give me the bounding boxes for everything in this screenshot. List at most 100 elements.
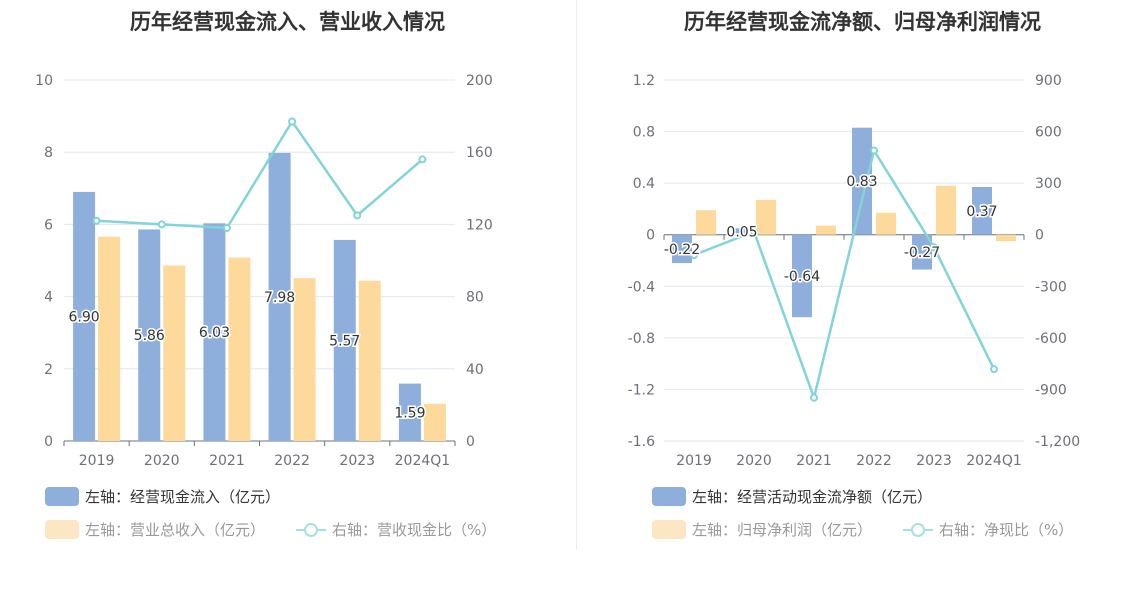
left-axis-tick-label: 4 xyxy=(44,290,53,306)
legend-label: 左轴：经营现金流入（亿元） xyxy=(85,488,281,506)
x-axis-tick-label: 2023 xyxy=(339,453,375,469)
x-axis-tick-label: 2023 xyxy=(916,453,952,469)
line-point xyxy=(418,155,427,164)
chart-title: 历年经营现金流净额、归母净利润情况 xyxy=(684,10,1041,34)
bar-data-label: -0.27 xyxy=(904,245,940,261)
x-axis-tick-label: 2020 xyxy=(736,453,772,469)
right-axis-tick-label: -1,200 xyxy=(1035,434,1080,450)
bar-data-label: 6.03 xyxy=(199,325,230,341)
bar-data-label: 0.83 xyxy=(846,174,877,190)
right-axis-tick-label: -600 xyxy=(1035,331,1067,347)
line-point xyxy=(810,393,818,402)
bar xyxy=(672,234,692,264)
legend-item-net-profit[interactable]: 左轴：归母净利润（亿元） xyxy=(652,519,872,540)
left-axis-tick-label: -1.2 xyxy=(628,382,655,398)
right-axis-tick-label: 120 xyxy=(466,217,493,233)
panel-divider xyxy=(576,0,577,550)
line-point xyxy=(288,117,297,126)
bar-data-label: -0.22 xyxy=(664,242,700,258)
bar xyxy=(756,199,776,235)
line-point xyxy=(870,146,878,155)
legend-label: 右轴：营收现金比（%） xyxy=(332,521,497,539)
bar xyxy=(696,210,716,235)
legend-item-revenue[interactable]: 左轴：营业总收入（亿元） xyxy=(45,519,265,540)
bar xyxy=(936,185,956,235)
legend-swatch xyxy=(652,520,686,539)
line-point xyxy=(157,220,166,229)
bar-data-label: 1.59 xyxy=(394,405,425,421)
left-axis-tick-label: 0 xyxy=(44,434,53,450)
bar xyxy=(816,225,836,235)
legend-swatch xyxy=(903,520,933,540)
x-axis-tick-label: 2022 xyxy=(856,453,892,469)
bar-data-label: 5.86 xyxy=(134,328,165,344)
bar-data-label: 6.90 xyxy=(68,309,99,325)
chart-panel-right: 历年经营现金流净额、归母净利润情况 -1.6 -1,200 -1.2 -900 -0.8… xyxy=(577,0,1148,589)
line-point xyxy=(990,365,998,374)
left-axis-tick-label: -0.8 xyxy=(628,331,655,347)
bar-data-label: 0.37 xyxy=(966,204,997,220)
bar xyxy=(203,223,226,441)
line-point xyxy=(353,211,362,220)
x-axis-tick-label: 2019 xyxy=(676,453,712,469)
legend-swatch xyxy=(45,520,79,539)
left-axis-tick-label: -0.4 xyxy=(628,279,655,295)
legend-item-cash-inflow[interactable]: 左轴：经营现金流入（亿元） xyxy=(45,486,280,507)
line-series xyxy=(693,147,996,403)
left-axis-tick-label: 0 xyxy=(646,228,655,244)
left-axis-tick-label: 1.2 xyxy=(633,73,655,89)
left-axis-tick-label: 0.4 xyxy=(633,176,655,192)
bar xyxy=(293,278,316,441)
line-point xyxy=(92,216,101,225)
bar xyxy=(732,228,752,235)
bar xyxy=(228,257,251,441)
bar-data-label: -0.64 xyxy=(784,269,820,285)
right-axis-tick-label: 40 xyxy=(466,362,484,378)
right-axis-tick-label: 300 xyxy=(1035,176,1062,192)
bar xyxy=(423,403,446,441)
legend-label: 左轴：归母净利润（亿元） xyxy=(692,521,873,539)
chart-plot: -1.6 -1,200 -1.2 -900 -0.8 -600 -0.4 -300 0 0 0.4 3… xyxy=(628,73,1080,469)
bar xyxy=(163,265,186,441)
bar xyxy=(268,152,291,441)
left-axis-tick-label: 6 xyxy=(44,217,53,233)
legend-item-cash-ratio[interactable]: 右轴：净现比（%） xyxy=(903,519,1073,540)
left-axis-tick-label: 2 xyxy=(44,362,53,378)
x-axis-tick-label: 2024Q1 xyxy=(395,453,451,469)
x-axis-tick-label: 2024Q1 xyxy=(966,453,1022,469)
line-point xyxy=(222,224,231,233)
left-axis-tick-label: 8 xyxy=(44,145,53,161)
legend-item-ratio[interactable]: 右轴：营收现金比（%） xyxy=(296,519,496,540)
bar xyxy=(912,234,932,270)
right-axis-tick-label: -900 xyxy=(1035,382,1067,398)
legend-swatch xyxy=(652,487,686,506)
left-axis-tick-label: 0.8 xyxy=(633,125,655,141)
line-series xyxy=(96,119,424,230)
legend-label: 左轴：经营活动现金流净额（亿元） xyxy=(692,488,933,506)
right-axis-tick-label: 80 xyxy=(466,290,484,306)
bar xyxy=(876,212,896,235)
bar xyxy=(333,239,356,441)
right-axis-tick-label: 160 xyxy=(466,145,493,161)
bar xyxy=(98,236,121,441)
legend-label: 右轴：净现比（%） xyxy=(939,521,1074,539)
right-axis-tick-label: 600 xyxy=(1035,125,1062,141)
bar xyxy=(398,383,421,441)
line-point xyxy=(930,243,938,252)
bar-data-label: 7.98 xyxy=(264,290,295,306)
x-axis-tick-label: 2020 xyxy=(144,453,180,469)
left-axis-tick-label: 10 xyxy=(35,73,53,89)
bar-data-label: 5.57 xyxy=(329,333,360,349)
legend-item-net-cash[interactable]: 左轴：经营活动现金流净额（亿元） xyxy=(652,486,932,507)
bar xyxy=(996,234,1016,242)
bar xyxy=(972,187,992,235)
x-axis-tick-label: 2021 xyxy=(209,453,245,469)
x-axis-tick-label: 2019 xyxy=(79,453,115,469)
x-axis-tick-label: 2022 xyxy=(274,453,310,469)
bar xyxy=(852,127,872,235)
chart-panel-left: 历年经营现金流入、营业收入情况 0 0 2 40 4 80 6 120 8 160 10 200 201… xyxy=(35,10,496,540)
line-point xyxy=(690,250,698,259)
legend-label: 左轴：营业总收入（亿元） xyxy=(85,521,266,539)
right-axis-tick-label: 900 xyxy=(1035,73,1062,89)
right-axis-tick-label: 200 xyxy=(466,73,493,89)
